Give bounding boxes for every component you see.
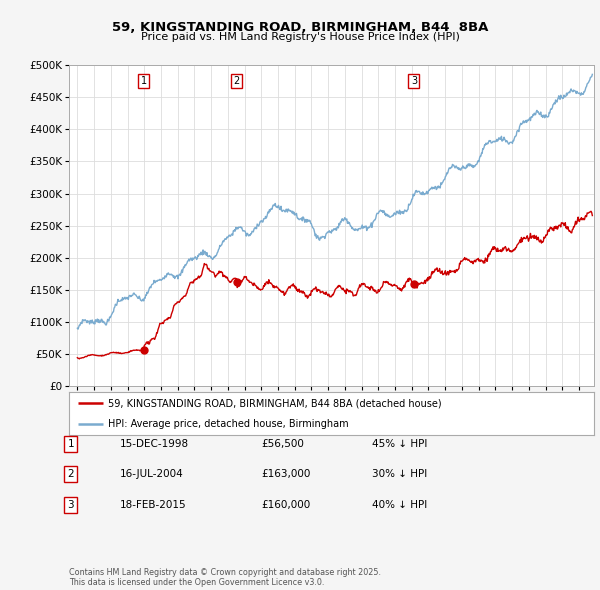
Text: 1: 1 bbox=[140, 76, 146, 86]
Text: 59, KINGSTANDING ROAD, BIRMINGHAM, B44 8BA (detached house): 59, KINGSTANDING ROAD, BIRMINGHAM, B44 8… bbox=[109, 398, 442, 408]
Text: 40% ↓ HPI: 40% ↓ HPI bbox=[372, 500, 427, 510]
Text: Price paid vs. HM Land Registry's House Price Index (HPI): Price paid vs. HM Land Registry's House … bbox=[140, 32, 460, 42]
Text: £56,500: £56,500 bbox=[261, 439, 304, 448]
Text: HPI: Average price, detached house, Birmingham: HPI: Average price, detached house, Birm… bbox=[109, 419, 349, 429]
Text: 59, KINGSTANDING ROAD, BIRMINGHAM, B44  8BA: 59, KINGSTANDING ROAD, BIRMINGHAM, B44 8… bbox=[112, 21, 488, 34]
Text: 45% ↓ HPI: 45% ↓ HPI bbox=[372, 439, 427, 448]
Text: 30% ↓ HPI: 30% ↓ HPI bbox=[372, 470, 427, 479]
Text: 3: 3 bbox=[67, 500, 74, 510]
Text: 18-FEB-2015: 18-FEB-2015 bbox=[120, 500, 187, 510]
Text: £163,000: £163,000 bbox=[261, 470, 310, 479]
Text: £160,000: £160,000 bbox=[261, 500, 310, 510]
Text: 2: 2 bbox=[67, 470, 74, 479]
Text: Contains HM Land Registry data © Crown copyright and database right 2025.
This d: Contains HM Land Registry data © Crown c… bbox=[69, 568, 381, 587]
Text: 16-JUL-2004: 16-JUL-2004 bbox=[120, 470, 184, 479]
Text: 15-DEC-1998: 15-DEC-1998 bbox=[120, 439, 189, 448]
Text: 3: 3 bbox=[411, 76, 417, 86]
Text: 1: 1 bbox=[67, 439, 74, 448]
Text: 2: 2 bbox=[234, 76, 240, 86]
